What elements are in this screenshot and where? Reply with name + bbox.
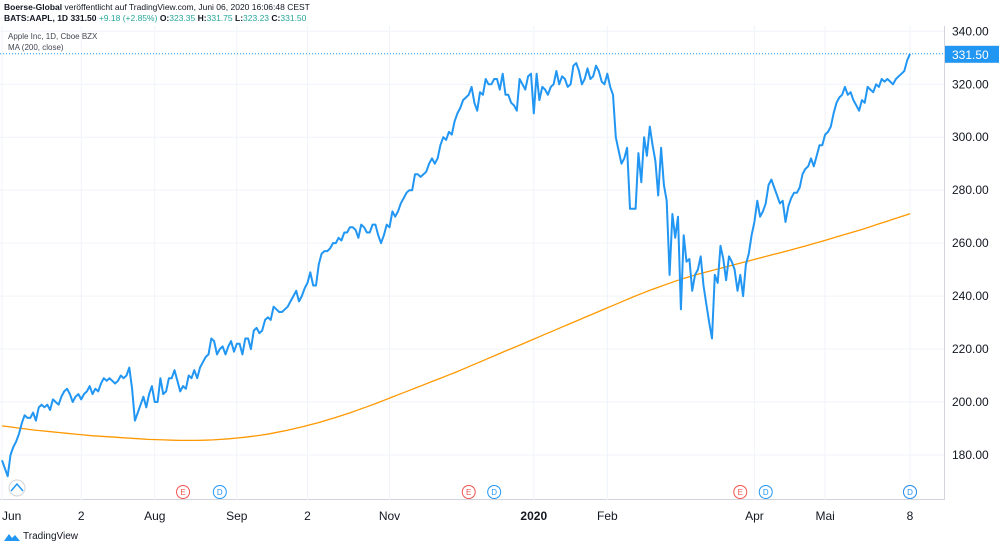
- dividend-marker[interactable]: [487, 485, 502, 499]
- earnings-marker[interactable]: [176, 485, 191, 499]
- x-tick-label: Apr: [745, 509, 764, 523]
- y-tick-label: 340.00: [952, 24, 989, 38]
- dividend-marker[interactable]: [903, 485, 917, 499]
- earnings-marker[interactable]: [733, 485, 748, 499]
- y-tick-label: 320.00: [952, 77, 989, 91]
- y-tick-label: 200.00: [952, 395, 989, 409]
- dividend-marker[interactable]: [758, 485, 773, 499]
- last-price: 331.50: [70, 13, 97, 23]
- event-marker-label: D: [907, 488, 913, 497]
- legend-indicator[interactable]: MA (200, close): [8, 43, 64, 52]
- x-tick-label: 8: [907, 509, 914, 523]
- low-label: L:: [235, 13, 244, 23]
- open-label: O:: [159, 13, 170, 23]
- x-tick-label: Jun: [2, 509, 21, 523]
- x-tick-label: 2: [304, 509, 311, 523]
- x-tick-label: Aug: [144, 509, 165, 523]
- dividend-marker[interactable]: [212, 485, 227, 499]
- chevron-up-icon: [10, 482, 24, 492]
- y-tick-label: 240.00: [952, 289, 989, 303]
- event-marker-label: D: [491, 488, 497, 497]
- y-tick-label: 260.00: [952, 236, 989, 250]
- published-text: veröffentlicht auf TradingView.com, Juni…: [64, 2, 310, 12]
- x-tick-label: 2: [78, 509, 85, 523]
- y-tick-label: 300.00: [952, 130, 989, 144]
- collapse-toggle-icon[interactable]: [8, 479, 26, 497]
- price-series-line: [1, 53, 911, 478]
- high-label: H:: [197, 13, 207, 23]
- close-label: C:: [271, 13, 281, 23]
- chart-legend: Apple Inc, 1D, Cboe BZX MA (200, close): [8, 31, 97, 53]
- open-value: 323.35: [169, 13, 196, 23]
- chart-header: Boerse-Global veröffentlicht auf Trading…: [0, 0, 1000, 26]
- plot-frame[interactable]: [0, 26, 945, 500]
- x-tick-label: Nov: [379, 509, 400, 523]
- y-tick-label: 180.00: [952, 448, 989, 462]
- close-value: 331.50: [280, 13, 307, 23]
- x-tick-label: Sep: [226, 509, 248, 523]
- ma-series-line: [1, 213, 911, 442]
- low-value: 323.23: [243, 13, 270, 23]
- brand-label: TradingView: [23, 531, 79, 542]
- event-marker-label: E: [466, 488, 471, 497]
- event-marker-label: E: [738, 488, 743, 497]
- y-tick-label: 220.00: [952, 342, 989, 356]
- event-marker-label: D: [763, 488, 769, 497]
- event-marker-label: D: [217, 488, 223, 497]
- x-tick-label: 2020: [520, 509, 547, 523]
- publish-info: Boerse-Global veröffentlicht auf Trading…: [4, 2, 310, 13]
- tradingview-logo-icon: [4, 533, 20, 541]
- x-tick-label: Mai: [815, 509, 834, 523]
- price-change: +9.18 (+2.85%): [98, 13, 158, 23]
- ohlc-line: BATS:AAPL, 1D 331.50 +9.18 (+2.85%) O:32…: [4, 13, 306, 24]
- high-value: 331.75: [206, 13, 233, 23]
- publisher-name[interactable]: Boerse-Global: [4, 2, 63, 12]
- event-marker-label: E: [180, 488, 185, 497]
- last-price-badge: [945, 45, 999, 63]
- legend-title[interactable]: Apple Inc, 1D, Cboe BZX: [8, 32, 98, 41]
- y-tick-label: 280.00: [952, 183, 989, 197]
- x-tick-label: Feb: [597, 509, 618, 523]
- last-price-badge-label: 331.50: [952, 48, 989, 62]
- symbol-label: BATS:AAPL, 1D: [4, 13, 69, 23]
- footer-brand[interactable]: TradingView: [4, 531, 78, 542]
- earnings-marker[interactable]: [461, 485, 476, 499]
